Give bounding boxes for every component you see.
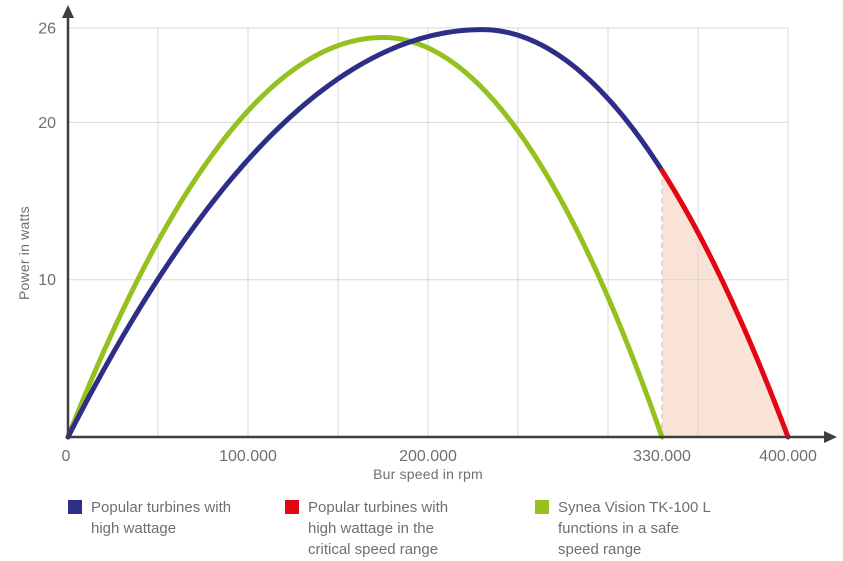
critical-region-fill	[662, 170, 788, 437]
legend-swatch	[285, 500, 299, 514]
legend-item: Popular turbines with high wattage in the…	[285, 497, 448, 560]
series-blue-curve	[65, 27, 665, 440]
x-tick-label: 100.000	[219, 448, 277, 465]
legend-label: Popular turbines with high wattage in the…	[308, 499, 449, 558]
x-tick-label: 200.000	[399, 448, 457, 465]
x-tick-label: 0	[62, 448, 71, 465]
series-red-critical-curve	[659, 168, 791, 440]
power-curve-chart: 0 100.000 200.000 330.000 400.000 10 20 26	[38, 5, 837, 465]
x-tick-label: 330.000	[633, 448, 691, 465]
legend-swatch	[68, 500, 82, 514]
x-axis-title: Bur speed in rpm	[373, 466, 483, 482]
y-tick-label: 20	[38, 115, 56, 132]
y-tick-label: 26	[38, 21, 56, 38]
y-axis-title: Power in watts	[16, 206, 32, 300]
series-green-curve	[65, 34, 665, 440]
y-tick-label: 10	[38, 272, 56, 289]
legend-swatch	[535, 500, 549, 514]
legend-item: Popular turbines with high wattage	[68, 497, 231, 539]
x-axis-arrow	[824, 431, 837, 443]
legend-label: Popular turbines with high wattage	[91, 499, 232, 537]
legend: Popular turbines with high wattage Popular…	[0, 497, 843, 561]
y-axis-arrow	[62, 5, 74, 18]
x-tick-label: 400.000	[759, 448, 817, 465]
